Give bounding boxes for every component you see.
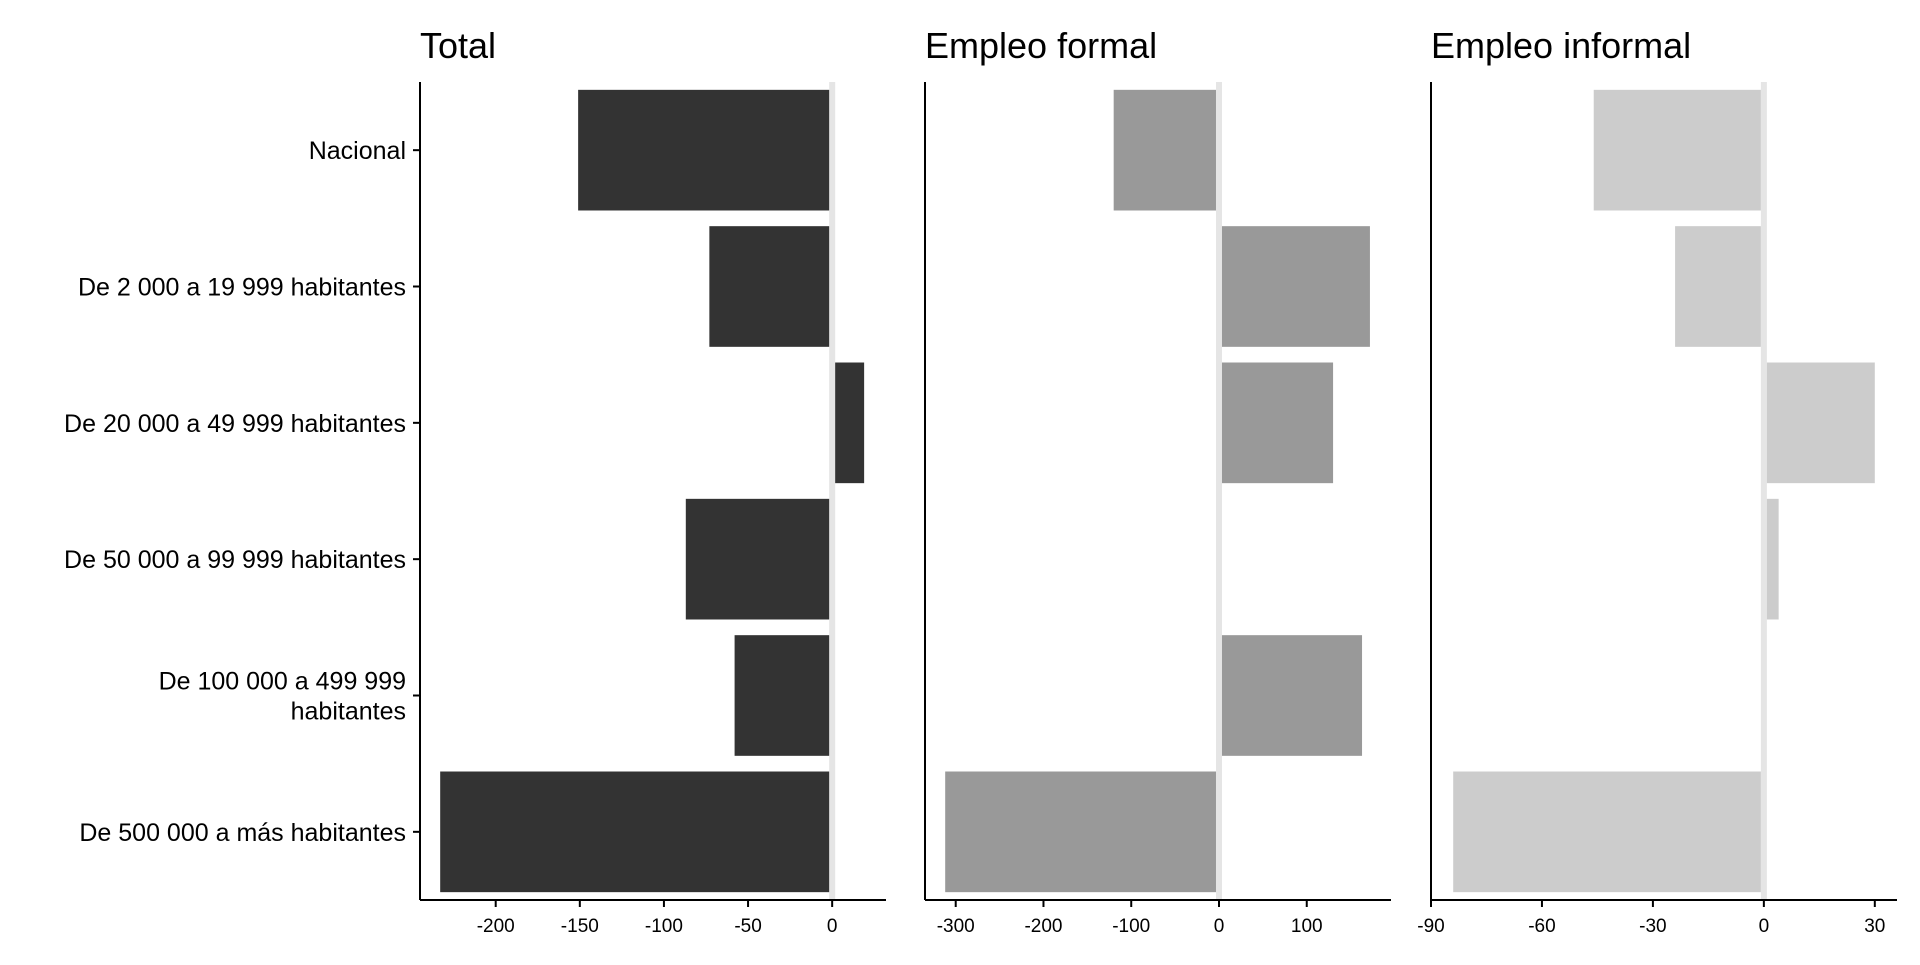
y-category-label-line: De 100 000 a 499 999 <box>159 668 406 696</box>
y-category-label: De 500 000 a más habitantes <box>79 819 406 847</box>
x-tick-label: -50 <box>734 916 761 937</box>
panel-3: Empleo informal -90 -60 -30 0 30 <box>1417 25 1897 937</box>
panel-2: Empleo formal -300 -200 -100 0 100 <box>924 25 1391 937</box>
x-tick-label: 0 <box>1214 916 1225 937</box>
x-tick-label: -200 <box>1024 916 1062 937</box>
bar-1-1 <box>578 89 830 211</box>
x-tick-label: -30 <box>1639 916 1666 937</box>
y-category-label: De 50 000 a 99 999 habitantes <box>64 546 406 574</box>
x-tick-label: -300 <box>937 916 975 937</box>
bar-3-2 <box>1675 226 1761 347</box>
x-tick-label: -90 <box>1417 916 1444 937</box>
bar-3-6 <box>1453 771 1761 893</box>
bar-1-6 <box>440 771 830 893</box>
bar-2-3 <box>1221 362 1334 484</box>
panel-title: Empleo formal <box>925 25 1157 66</box>
x-tick-label: -100 <box>1112 916 1150 937</box>
panel-title: Empleo informal <box>1431 25 1691 66</box>
bar-3-3 <box>1766 362 1875 484</box>
panel-1: Total -200 -150 -100 -50 0 Nacional De 2 000 a … <box>64 25 886 937</box>
y-category-label: De 20 000 a 49 999 habitantes <box>64 410 406 438</box>
bar-3-4 <box>1766 498 1779 620</box>
bar-1-4 <box>685 498 830 620</box>
x-tick-label: -200 <box>477 916 515 937</box>
bar-1-5 <box>734 635 830 756</box>
panel-title: Total <box>420 25 496 66</box>
y-category-label-line: De 20 000 a 49 999 habitantes <box>64 410 406 438</box>
x-tick-label: -60 <box>1528 916 1555 937</box>
x-tick-label: 0 <box>827 916 838 937</box>
y-category-label: De 100 000 a 499 999 habitantes <box>159 668 406 726</box>
bar-3-1 <box>1593 89 1761 211</box>
y-category-label: De 2 000 a 19 999 habitantes <box>78 274 406 302</box>
bar-2-2 <box>1221 226 1370 347</box>
bar-2-6 <box>945 771 1216 893</box>
y-category-label-line: De 50 000 a 99 999 habitantes <box>64 546 406 574</box>
y-category-label-line: Nacional <box>309 137 406 165</box>
bar-2-1 <box>1113 89 1216 211</box>
y-category-label: Nacional <box>309 137 406 165</box>
bar-1-3 <box>835 362 865 484</box>
x-tick-label: 30 <box>1864 916 1885 937</box>
x-tick-label: -150 <box>561 916 599 937</box>
x-tick-label: 0 <box>1759 916 1770 937</box>
bar-1-2 <box>709 226 830 347</box>
bar-2-5 <box>1221 635 1363 756</box>
x-tick-label: -100 <box>645 916 683 937</box>
x-tick-label: 100 <box>1291 916 1323 937</box>
y-category-label-line: De 500 000 a más habitantes <box>79 819 406 847</box>
y-category-label-line: habitantes <box>291 698 406 726</box>
y-category-label-line: De 2 000 a 19 999 habitantes <box>78 274 406 302</box>
